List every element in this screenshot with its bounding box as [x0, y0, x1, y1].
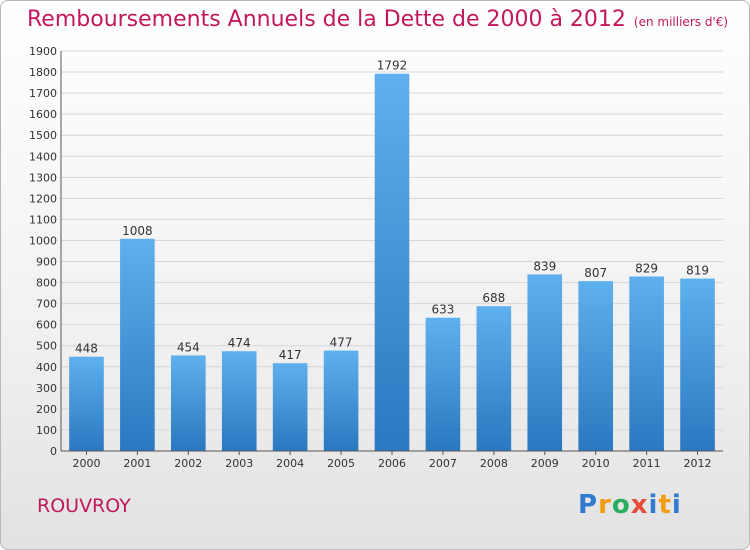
- x-tick-label: 2004: [276, 457, 304, 470]
- y-tick-label: 1200: [29, 192, 57, 205]
- bar-value-label: 474: [228, 336, 251, 350]
- bar-value-label: 448: [75, 342, 98, 356]
- bar: [221, 351, 257, 451]
- y-tick-label: 1900: [29, 45, 57, 58]
- bar-value-label: 819: [686, 264, 709, 278]
- axis-layer: 0 100 200 300 400 500 600 700 800 900 1000 1100 1200…: [29, 45, 723, 470]
- y-tick-label: 1700: [29, 87, 57, 100]
- chart-title-text: Remboursements Annuels de la Dette de 20…: [27, 7, 626, 32]
- bar-value-label: 1792: [377, 59, 408, 73]
- logo-letter: x: [630, 490, 649, 520]
- y-tick-label: 1800: [29, 66, 57, 79]
- label-layer: 448 1008 454 474 417 477 1792 633 688 839 807 829 81…: [75, 59, 709, 362]
- logo-letter: r: [598, 490, 612, 520]
- bar-value-label: 633: [431, 303, 454, 317]
- logo-letter: P: [578, 490, 599, 520]
- bar-value-label: 807: [584, 266, 607, 280]
- bar: [120, 238, 155, 451]
- commune-name: ROUVROY: [37, 495, 131, 517]
- logo-letter: o: [611, 490, 631, 520]
- x-tick-label: 2007: [429, 457, 457, 470]
- bar: [680, 278, 715, 451]
- bar: [69, 356, 104, 451]
- bar: [170, 355, 206, 451]
- chart-unit: (en milliers d'€): [633, 15, 729, 29]
- bar-value-label: 417: [279, 348, 302, 362]
- x-tick-label: 2006: [378, 457, 406, 470]
- y-tick-label: 800: [36, 277, 57, 290]
- y-tick-label: 1100: [29, 213, 57, 226]
- bar-value-label: 454: [177, 340, 200, 354]
- bar-value-label: 1008: [122, 224, 153, 238]
- x-tick-label: 2009: [531, 457, 559, 470]
- bar: [476, 306, 512, 451]
- bar: [323, 350, 359, 451]
- x-tick-label: 2010: [582, 457, 610, 470]
- y-tick-label: 1300: [29, 171, 57, 184]
- y-tick-label: 0: [50, 445, 57, 458]
- bar: [578, 281, 614, 451]
- logo-letter: i: [671, 490, 682, 520]
- y-tick-label: 1500: [29, 129, 57, 142]
- proxiti-logo: Proxiti: [578, 490, 682, 520]
- y-tick-label: 1600: [29, 108, 57, 121]
- bar: [425, 317, 461, 451]
- y-tick-label: 1400: [29, 150, 57, 163]
- y-tick-label: 400: [36, 361, 57, 374]
- bar-value-label: 477: [330, 336, 353, 350]
- y-tick-label: 600: [36, 319, 57, 332]
- bar: [527, 274, 563, 451]
- x-tick-label: 2005: [327, 457, 355, 470]
- bar: [272, 363, 308, 451]
- y-tick-label: 1000: [29, 234, 57, 247]
- x-tick-label: 2002: [174, 457, 202, 470]
- x-tick-label: 2001: [123, 457, 151, 470]
- bar-value-label: 829: [635, 261, 658, 275]
- y-tick-label: 500: [36, 340, 57, 353]
- chart-title: Remboursements Annuels de la Dette de 20…: [27, 7, 728, 32]
- x-tick-label: 2000: [72, 457, 100, 470]
- logo-letter: i: [648, 490, 659, 520]
- x-tick-label: 2011: [633, 457, 661, 470]
- y-tick-label: 700: [36, 298, 57, 311]
- x-tick-label: 2008: [480, 457, 508, 470]
- y-tick-label: 900: [36, 256, 57, 269]
- logo-letter: t: [658, 490, 672, 520]
- bar-value-label: 839: [533, 259, 556, 273]
- bar: [629, 276, 664, 451]
- bar: [374, 73, 410, 451]
- y-tick-label: 100: [36, 424, 57, 437]
- y-tick-label: 200: [36, 403, 57, 416]
- x-tick-label: 2003: [225, 457, 253, 470]
- y-tick-label: 300: [36, 382, 57, 395]
- x-tick-label: 2012: [684, 457, 712, 470]
- bar-value-label: 688: [482, 291, 505, 305]
- bar-layer: [69, 73, 715, 451]
